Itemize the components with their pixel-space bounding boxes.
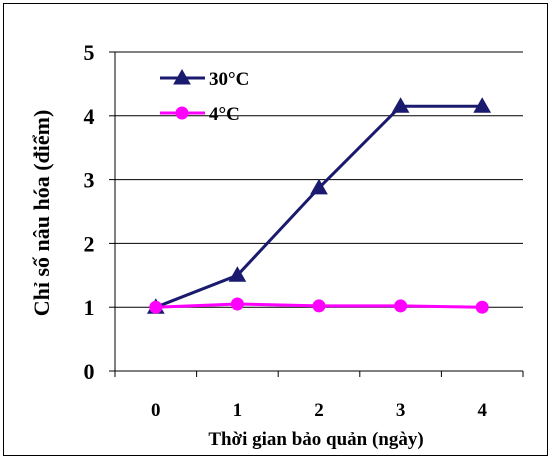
- x-tick-label: 4: [477, 400, 487, 421]
- y-tick-label: 0: [84, 359, 95, 384]
- x-tick-label: 2: [314, 400, 324, 421]
- y-axis-label: Chỉ số nâu hóa (điểm): [29, 110, 54, 317]
- x-tick-label: 1: [233, 400, 243, 421]
- series-layer: [148, 98, 490, 313]
- x-tick-label: 3: [396, 400, 406, 421]
- series-0: [148, 98, 490, 313]
- data-point: [313, 300, 325, 312]
- data-point: [231, 298, 243, 310]
- y-tick-label: 2: [84, 231, 95, 256]
- legend-label: 4°C: [209, 104, 240, 125]
- y-tick-label: 1: [84, 295, 95, 320]
- legend: 30°C 4°C: [160, 69, 249, 125]
- series-1: [150, 298, 488, 313]
- legend-label: 30°C: [209, 69, 249, 90]
- y-tick-label: 4: [84, 104, 95, 129]
- x-axis-label: Thời gian bảo quản (ngày): [208, 429, 423, 450]
- series-line: [156, 106, 482, 307]
- x-tick-label: 0: [151, 400, 161, 421]
- y-tick-label: 3: [84, 168, 95, 193]
- data-point: [476, 301, 488, 313]
- y-tick-label: 5: [84, 40, 95, 65]
- data-point: [395, 300, 407, 312]
- axes: 0 1 2 3 4 5 0 1 2 3 4: [84, 40, 524, 421]
- legend-marker: [176, 107, 188, 119]
- data-point: [150, 301, 162, 313]
